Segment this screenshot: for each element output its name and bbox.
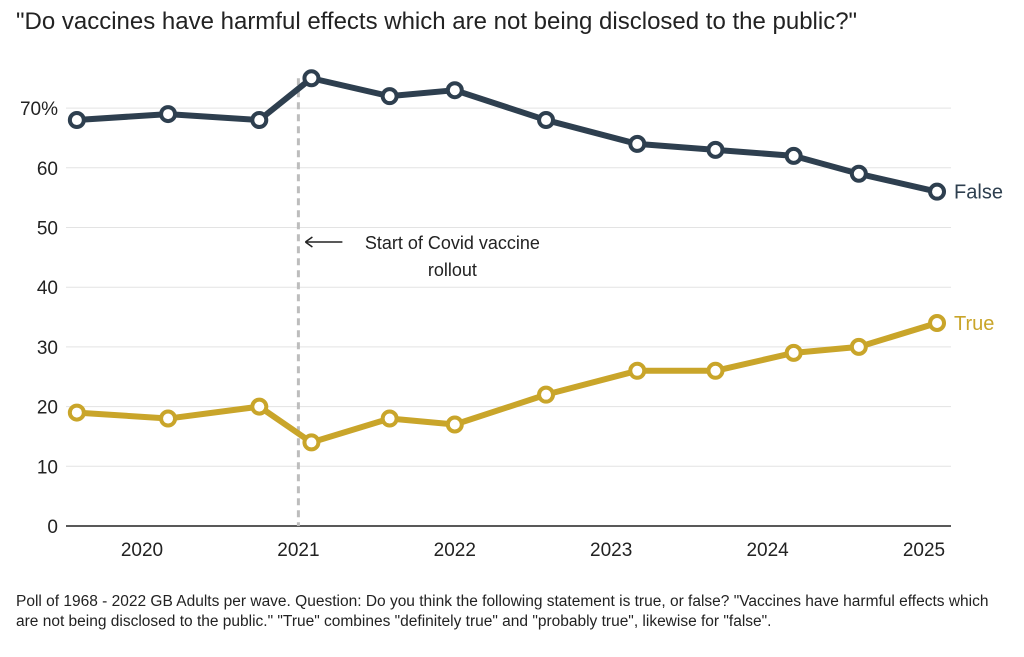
y-tick-label: 0 [47, 517, 58, 538]
annotation-arrowhead [304, 236, 313, 248]
y-tick-label: 10 [37, 457, 58, 478]
data-point [849, 337, 868, 356]
y-tick-label: 30 [37, 338, 58, 359]
data-point [849, 164, 868, 183]
data-point [445, 415, 464, 434]
data-point [928, 182, 947, 201]
vaccine-rollout-annotation: Start of Covid vaccine rollout [296, 78, 540, 526]
y-tick-label: 40 [37, 278, 58, 299]
data-point [928, 314, 947, 333]
data-point [159, 105, 178, 124]
data-point [784, 146, 803, 165]
data-point [380, 87, 399, 106]
x-tick-label: 2023 [590, 540, 632, 561]
axes: 0 10 20 30 40 50 60 70% 2020 2021 2022 2023 2024 2025 [20, 99, 951, 561]
series-label: True [954, 313, 994, 335]
y-tick-label: 20 [37, 398, 58, 419]
data-point [628, 361, 647, 380]
data-point [628, 134, 647, 153]
x-tick-label: 2025 [903, 540, 945, 561]
y-tick-label: 60 [37, 159, 58, 180]
y-tick-label: 70% [20, 99, 58, 120]
series-line-true [73, 320, 941, 446]
data-point [706, 140, 725, 159]
annotation-text: Start of Covid vaccine [365, 233, 540, 253]
annotation-text: rollout [428, 260, 477, 280]
data-point [302, 69, 321, 88]
data-point [250, 111, 269, 130]
chart-title: "Do vaccines have harmful effects which … [16, 8, 858, 35]
data-point [67, 111, 86, 130]
data-point [537, 111, 556, 130]
series-label: False [954, 182, 1003, 204]
series-line-false [73, 75, 941, 195]
data-point [302, 433, 321, 452]
data-point [784, 343, 803, 362]
series-lines: False True [67, 69, 1003, 452]
line-chart: 0 10 20 30 40 50 60 70% 2020 2021 2022 2023 2024 2025… [20, 69, 1003, 561]
y-tick-label: 50 [37, 219, 58, 240]
data-point [67, 403, 86, 422]
x-tick-label: 2020 [121, 540, 163, 561]
data-point [537, 385, 556, 404]
x-tick-label: 2024 [746, 540, 789, 561]
x-tick-label: 2022 [434, 540, 476, 561]
data-point [250, 397, 269, 416]
data-point [706, 361, 725, 380]
data-point [159, 409, 178, 428]
data-point [445, 81, 464, 100]
footnote: Poll of 1968 - 2022 GB Adults per wave. … [16, 593, 989, 630]
data-point [380, 409, 399, 428]
x-tick-label: 2021 [277, 540, 319, 561]
